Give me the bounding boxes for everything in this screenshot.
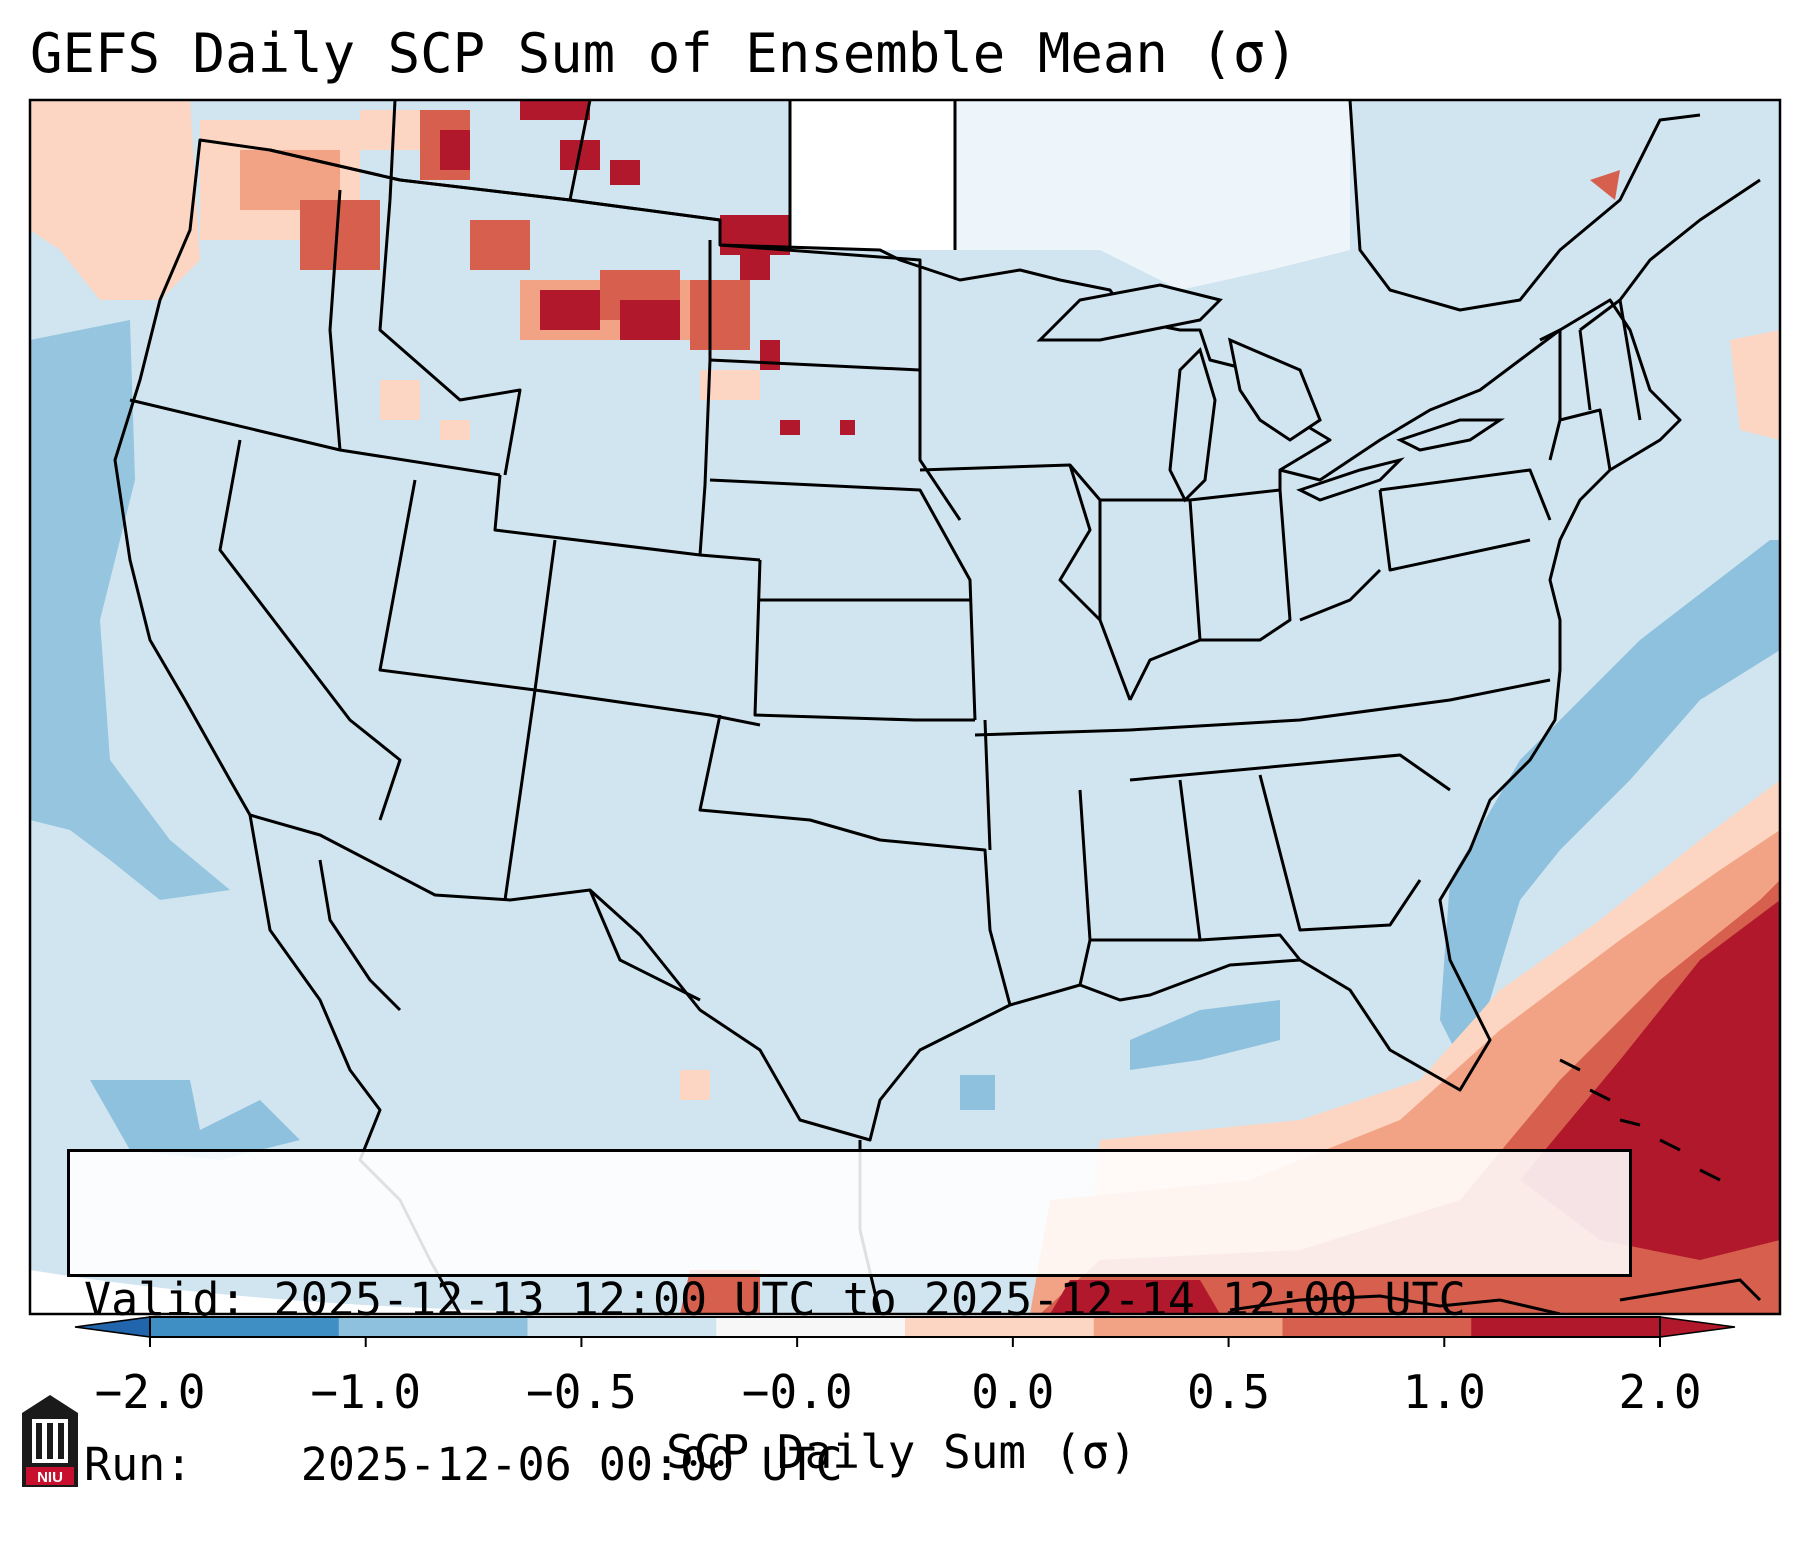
positive-anomaly-mexico (680, 1070, 710, 1100)
positive-anomaly-maritimes (1730, 330, 1780, 440)
colorbar-outline (149, 1316, 1661, 1338)
negative-anomaly-pacific (30, 320, 230, 900)
colorbar-segment (338, 1317, 528, 1337)
missing-data-canada-north (790, 100, 955, 250)
valid-run-info-box: Valid: 2025-12-13 12:00 UTC to 2025-12-1… (67, 1149, 1632, 1491)
colorbar-segment (905, 1317, 1095, 1337)
run-label: Run: (84, 1438, 193, 1491)
map-frame (28, 98, 1782, 1316)
colorbar-segment (716, 1317, 906, 1337)
positive-anomaly-pacific-nw (30, 100, 200, 300)
positive-anomaly-quebec (1590, 170, 1620, 200)
university-building-icon: NIU (22, 1395, 78, 1487)
caribbean-islands (1229, 1058, 1762, 1314)
positive-anomaly-cells-north (200, 100, 855, 440)
colorbar-label: SCP Daily Sum (σ) (666, 1425, 1137, 1479)
colorbar-tick-label: −1.0 (310, 1365, 422, 1419)
positive-anomaly-yucatan (680, 1270, 760, 1314)
missing-data-corner-sw (30, 1270, 700, 1314)
colorbar-tick-label: 2.0 (1618, 1365, 1702, 1419)
colorbar (74, 1316, 1736, 1347)
colorbar-tick-label: 0.5 (1187, 1365, 1271, 1419)
great-lakes (1036, 283, 1505, 503)
colorbar-tick-label: 1.0 (1402, 1365, 1486, 1419)
negative-anomaly-pacific-south (90, 1080, 300, 1160)
negative-anomaly-atlantic (1440, 540, 1780, 1060)
positive-anomaly-cuba (1050, 1280, 1220, 1314)
colorbar-tick-label: 0.0 (971, 1365, 1055, 1419)
valid-value: 2025-12-13 12:00 UTC to 2025-12-14 12:00… (273, 1273, 1466, 1326)
map-area (30, 100, 1780, 1314)
run-line: Run: 2025-12-06 00:00 UTC (84, 1437, 1629, 1492)
logo-text: NIU (37, 1469, 63, 1486)
valid-label: Valid: (84, 1273, 247, 1326)
political-borders (113, 100, 1761, 1314)
run-value: 2025-12-06 00:00 UTC (300, 1438, 843, 1491)
valid-line: Valid: 2025-12-13 12:00 UTC to 2025-12-1… (84, 1272, 1629, 1327)
colorbar-segment (150, 1317, 340, 1337)
colorbar-segment (1471, 1317, 1661, 1337)
negative-anomaly-gulf-cell (960, 1075, 995, 1110)
negative-anomaly-gulf (1130, 1000, 1280, 1070)
colorbar-segment (527, 1317, 717, 1337)
colorbar-segment (1093, 1317, 1283, 1337)
colorbar-tick-label: −2.0 (94, 1365, 206, 1419)
missing-data-canada-patchy (955, 100, 1350, 290)
colorbar-tick-label: −0.0 (741, 1365, 853, 1419)
colorbar-segment (1282, 1317, 1472, 1337)
colorbar-extend-high (1659, 1316, 1736, 1338)
colorbar-tick-label: −0.5 (526, 1365, 637, 1419)
page-title: GEFS Daily SCP Sum of Ensemble Mean (σ) (30, 22, 1298, 85)
